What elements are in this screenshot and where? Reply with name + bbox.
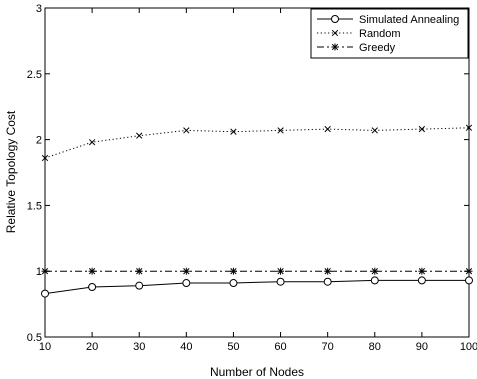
data-point: [182, 267, 190, 275]
data-point: [418, 267, 426, 275]
data-point: [370, 276, 379, 285]
x-tick-label: 60: [274, 341, 286, 353]
data-point: [417, 276, 426, 285]
series-greedy: [41, 267, 473, 275]
x-tick-label: 20: [86, 341, 98, 353]
legend-label: Random: [359, 28, 401, 40]
data-point: [229, 279, 238, 288]
data-point: [324, 267, 332, 275]
y-axis-label: Relative Topology Cost: [4, 110, 18, 233]
y-tick-label: 2: [36, 135, 42, 147]
data-point: [331, 29, 339, 37]
x-tick-label: 10: [39, 341, 51, 353]
series-simulated-annealing: [41, 276, 473, 298]
legend-label: Greedy: [359, 42, 396, 54]
data-point: [465, 276, 473, 285]
x-axis-label: Number of Nodes: [210, 365, 304, 379]
legend: Simulated Annealing Random Greedy: [310, 8, 469, 59]
data-point: [88, 267, 96, 275]
data-point: [465, 267, 473, 275]
data-point: [88, 282, 97, 291]
y-tick-label: 3: [36, 3, 42, 15]
data-point: [41, 289, 49, 298]
y-tick-label: 0.5: [27, 332, 42, 344]
y-tick-label: 1: [36, 266, 42, 278]
data-point: [41, 267, 49, 275]
data-point: [418, 125, 426, 133]
series-line: [44, 279, 469, 295]
legend-label: Simulated Annealing: [359, 14, 459, 26]
x-tick-label: 90: [416, 341, 428, 353]
data-point: [41, 154, 49, 162]
data-point: [465, 124, 473, 131]
x-tick-label: 80: [369, 341, 381, 353]
x-tick-label: 40: [180, 341, 192, 353]
data-point: [331, 43, 339, 51]
data-point: [323, 277, 332, 286]
data-point: [182, 279, 191, 288]
x-tick-label: 30: [133, 341, 145, 353]
data-point: [276, 277, 285, 286]
data-point: [230, 128, 237, 135]
y-tick-label: 1.5: [27, 200, 42, 212]
data-point: [331, 15, 339, 23]
data-point: [135, 281, 144, 290]
series-group: [41, 124, 473, 298]
data-point: [324, 125, 331, 133]
data-point: [88, 139, 96, 146]
data-point: [277, 127, 284, 134]
series-line: [44, 127, 470, 159]
data-point: [136, 132, 143, 139]
x-tick-label: 70: [322, 341, 334, 353]
data-point: [183, 127, 190, 134]
x-tick-label: 100: [460, 341, 477, 353]
y-tick-label: 2.5: [27, 69, 42, 81]
tick-group: 10 20 30 40 50 60 70 80 90 100 0.5 1 1.5 2 2.5 3: [27, 3, 477, 353]
data-point: [277, 267, 285, 275]
data-point: [371, 267, 379, 275]
data-point: [229, 267, 237, 275]
data-point: [135, 267, 143, 275]
series-random: [41, 124, 473, 162]
x-tick-label: 50: [227, 341, 239, 353]
data-point: [371, 127, 378, 134]
